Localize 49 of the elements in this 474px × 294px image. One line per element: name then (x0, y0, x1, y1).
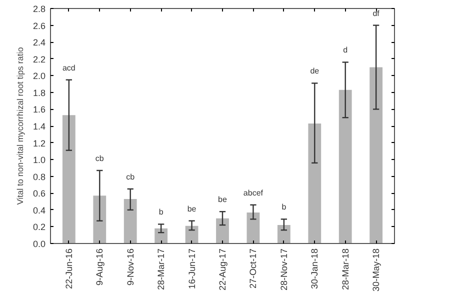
y-tick-label: 1.4 (32, 122, 46, 132)
bar (246, 212, 260, 244)
bar (93, 196, 106, 244)
bar (216, 218, 229, 244)
bar (277, 225, 290, 244)
x-tick-label: 27-Oct-17 (248, 248, 258, 289)
annotation: acd (62, 63, 76, 72)
y-tick-label: 1.0 (32, 155, 46, 166)
y-tick-label: 0.4 (32, 205, 46, 216)
y-tick-label: 0.6 (32, 188, 46, 199)
annotation: abcef (243, 188, 264, 198)
annotation: d (343, 46, 348, 55)
annotation: de (310, 66, 320, 76)
y-tick-label: 2.8 (32, 4, 46, 14)
x-tick-label: 22-Aug-17 (218, 248, 228, 291)
bar (154, 228, 168, 244)
bar (338, 90, 352, 244)
annotation: df (372, 8, 380, 18)
bar (185, 226, 198, 244)
bar (370, 67, 383, 244)
bar (124, 199, 137, 244)
y-tick-label: 1.6 (32, 104, 46, 115)
x-tick-label: 30-Jan-18 (310, 248, 320, 290)
annotation: be (218, 195, 228, 204)
bar (308, 123, 322, 244)
x-tick-label: 9-Aug-16 (94, 248, 105, 286)
annotation: b (282, 202, 287, 212)
annotation: cb (95, 154, 104, 163)
y-axis-title: Vital to non-vital mycorrhizal root tips ratio (14, 46, 25, 205)
y-tick-label: 1.8 (32, 88, 46, 98)
y-tick-label: 0.8 (32, 172, 46, 182)
x-tick-label: 28-Nov-17 (278, 248, 289, 291)
x-tick-label: 30-May-18 (371, 248, 382, 292)
x-tick-label: 22-Jun-16 (64, 248, 74, 290)
x-tick-label: 28-Mar-18 (340, 248, 350, 290)
bar (62, 115, 76, 244)
y-tick-label: 2.6 (32, 20, 46, 31)
x-tick-label: 9-Nov-16 (125, 248, 136, 286)
annotation: cb (126, 172, 136, 182)
x-tick-label: 16-Jun-17 (186, 248, 197, 290)
y-tick-label: 2.0 (32, 71, 46, 82)
annotation: be (187, 204, 197, 214)
y-tick-label: 2.4 (32, 38, 46, 48)
y-tick-label: 2.2 (32, 54, 46, 64)
annotation: b (158, 208, 164, 217)
y-tick-label: 1.2 (32, 138, 46, 148)
y-tick-label: 0.2 (32, 222, 46, 232)
y-tick-label: 0.0 (32, 239, 46, 249)
x-tick-label: 28-Mar-17 (156, 248, 166, 290)
